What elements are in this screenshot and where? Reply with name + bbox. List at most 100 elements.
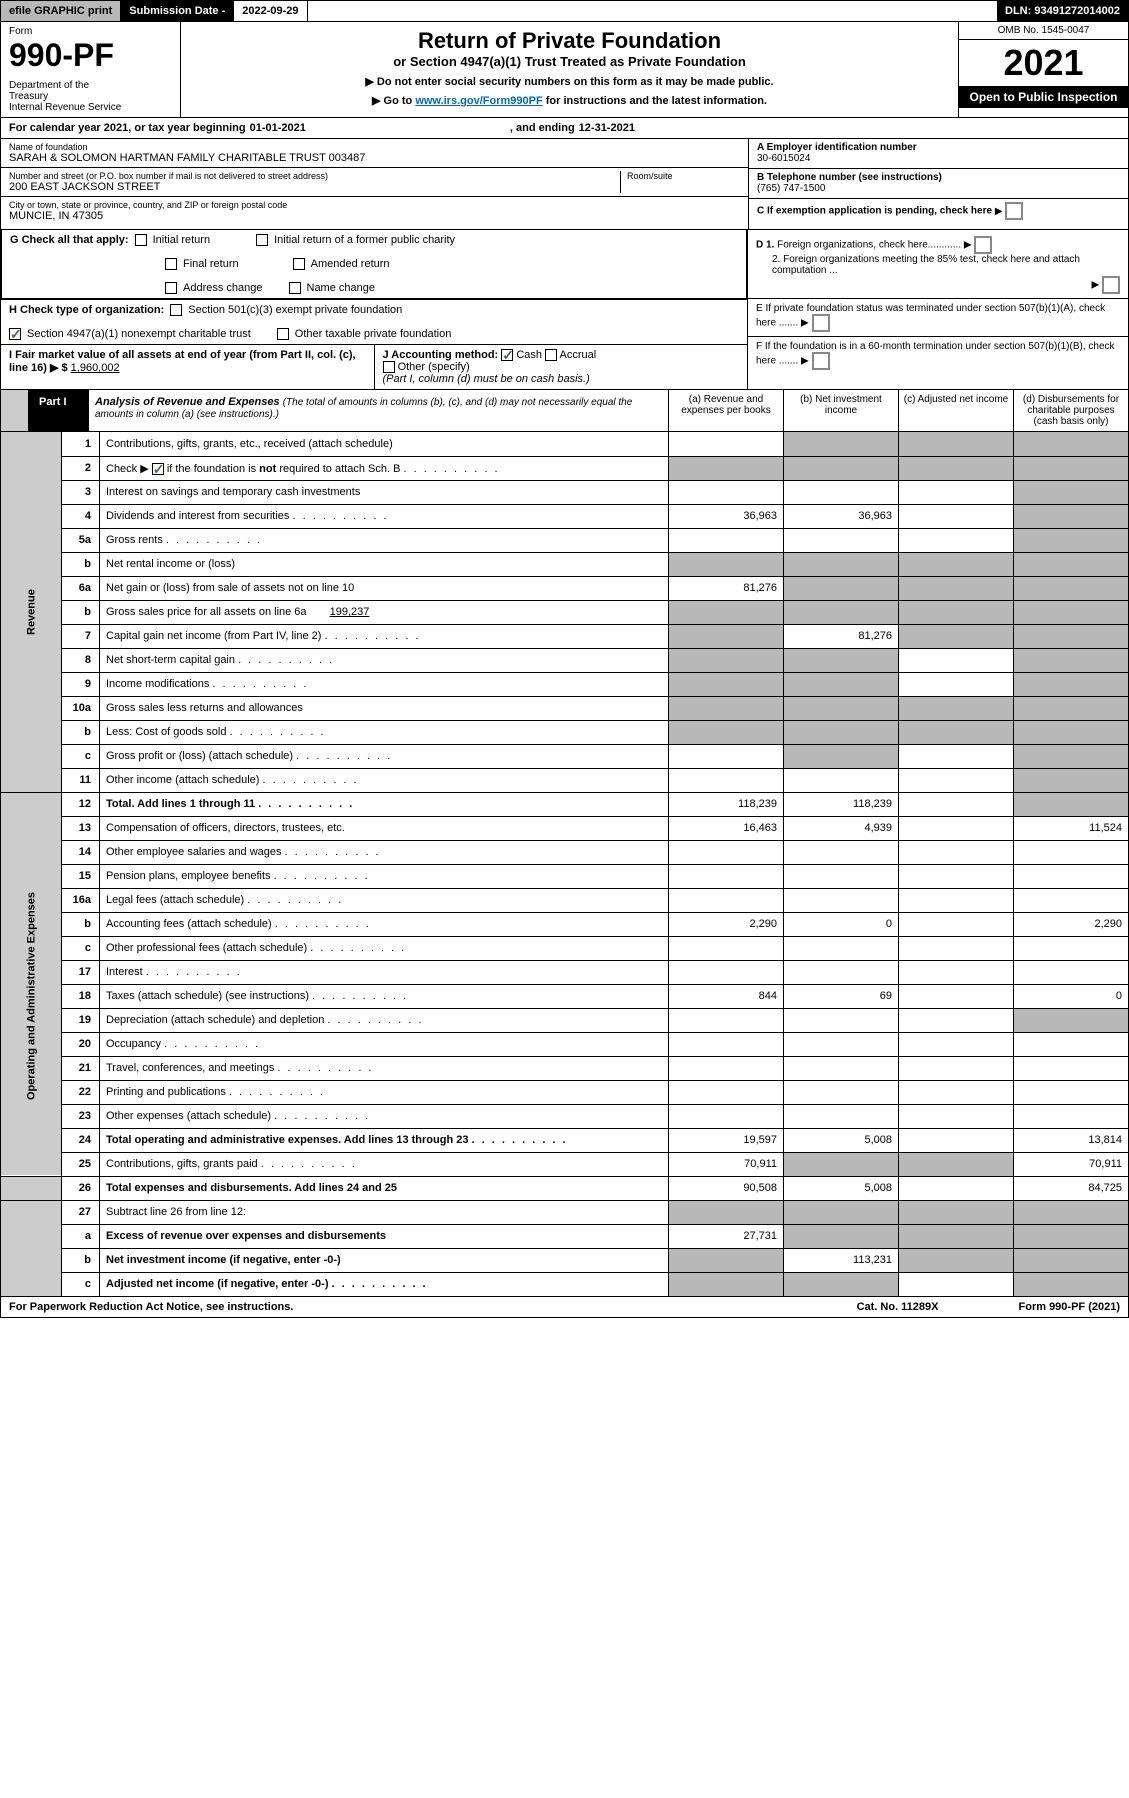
address-cell: Number and street (or P.O. box number if… (1, 168, 748, 197)
line-4: 4Dividends and interest from securities … (1, 504, 1129, 528)
sections-g-through-f: G Check all that apply: Initial return I… (0, 230, 1129, 390)
form-header: Form 990-PF Department of theTreasuryInt… (0, 22, 1129, 118)
part-1-title-cell: Analysis of Revenue and Expenses (The to… (89, 390, 668, 431)
header-right: OMB No. 1545-0047 2021 Open to Public In… (958, 22, 1128, 117)
ein-cell: A Employer identification number 30-6015… (749, 139, 1128, 169)
room-suite-label: Room/suite (627, 171, 740, 181)
accrual-checkbox[interactable] (545, 349, 557, 361)
line-9: 9Income modifications (1, 672, 1129, 696)
initial-return-checkbox[interactable] (135, 234, 147, 246)
line-24: 24Total operating and administrative exp… (1, 1128, 1129, 1152)
line-27c: cAdjusted net income (if negative, enter… (1, 1272, 1129, 1296)
street-address: 200 EAST JACKSON STREET (9, 181, 620, 193)
line-26: 26Total expenses and disbursements. Add … (1, 1176, 1129, 1200)
line-21: 21Travel, conferences, and meetings (1, 1056, 1129, 1080)
line-15: 15Pension plans, employee benefits (1, 864, 1129, 888)
line-10b: bLess: Cost of goods sold (1, 720, 1129, 744)
instr-2: ▶ Go to www.irs.gov/Form990PF for instru… (187, 94, 952, 107)
section-d2: 2. Foreign organizations meeting the 85%… (772, 254, 1120, 276)
foundation-name: SARAH & SOLOMON HARTMAN FAMILY CHARITABL… (9, 152, 740, 164)
final-return-checkbox[interactable] (165, 258, 177, 270)
line-16c: cOther professional fees (attach schedul… (1, 936, 1129, 960)
instr-1: ▶ Do not enter social security numbers o… (187, 75, 952, 88)
line-10c: cGross profit or (loss) (attach schedule… (1, 744, 1129, 768)
amended-return-checkbox[interactable] (293, 258, 305, 270)
col-c-header: (c) Adjusted net income (898, 390, 1013, 431)
efile-label[interactable]: efile GRAPHIC print (1, 1, 121, 21)
dln: DLN: 93491272014002 (997, 1, 1128, 21)
line-13: Operating and Administrative Expenses 13… (1, 816, 1129, 840)
header-center: Return of Private Foundation or Section … (181, 22, 958, 117)
line-10a: 10aGross sales less returns and allowanc… (1, 696, 1129, 720)
ein-value: 30-6015024 (757, 153, 1120, 164)
line-6a: 6aNet gain or (loss) from sale of assets… (1, 576, 1129, 600)
form-number: 990-PF (9, 37, 172, 74)
name-change-checkbox[interactable] (289, 282, 301, 294)
line-11: 11Other income (attach schedule) (1, 768, 1129, 792)
col-b-header: (b) Net investment income (783, 390, 898, 431)
exemption-checkbox[interactable] (1005, 202, 1023, 220)
line-18: 18Taxes (attach schedule) (see instructi… (1, 984, 1129, 1008)
city-state-zip: MUNCIE, IN 47305 (9, 210, 740, 222)
instructions-link[interactable]: www.irs.gov/Form990PF (415, 95, 542, 107)
form-ref: Form 990-PF (2021) (1019, 1301, 1121, 1313)
subdate-value: 2022-09-29 (234, 1, 307, 21)
line-16b: bAccounting fees (attach schedule) 2,290… (1, 912, 1129, 936)
header-left: Form 990-PF Department of theTreasuryInt… (1, 22, 181, 117)
line-6b: bGross sales price for all assets on lin… (1, 600, 1129, 624)
city-cell: City or town, state or province, country… (1, 197, 748, 225)
section-i: I Fair market value of all assets at end… (1, 345, 375, 389)
revenue-side-label: Revenue (1, 432, 62, 792)
line-7: 7Capital gain net income (from Part IV, … (1, 624, 1129, 648)
part-1-table: Revenue 1 Contributions, gifts, grants, … (0, 432, 1129, 1297)
entity-info: Name of foundation SARAH & SOLOMON HARTM… (0, 139, 1129, 230)
line-20: 20Occupancy (1, 1032, 1129, 1056)
sch-b-checkbox[interactable] (152, 463, 164, 475)
cash-checkbox[interactable] (501, 349, 513, 361)
line-17: 17Interest (1, 960, 1129, 984)
other-method-checkbox[interactable] (383, 361, 395, 373)
sections-d-e-f: D 1. Foreign organizations, check here..… (748, 230, 1128, 389)
section-c: C If exemption application is pending, c… (749, 199, 1128, 229)
address-change-checkbox[interactable] (165, 282, 177, 294)
line-27: 27Subtract line 26 from line 12: (1, 1200, 1129, 1224)
subdate-label: Submission Date - (121, 1, 234, 21)
paperwork-notice: For Paperwork Reduction Act Notice, see … (9, 1301, 293, 1313)
foundation-name-cell: Name of foundation SARAH & SOLOMON HARTM… (1, 139, 748, 168)
section-d1: D 1. Foreign organizations, check here..… (756, 236, 1120, 254)
line-23: 23Other expenses (attach schedule) (1, 1104, 1129, 1128)
section-f: F If the foundation is in a 60-month ter… (748, 336, 1128, 370)
line-27b: bNet investment income (if negative, ent… (1, 1248, 1129, 1272)
year-end: 12-31-2021 (579, 122, 635, 134)
form-subtitle: or Section 4947(a)(1) Trust Treated as P… (187, 54, 952, 69)
page-footer: For Paperwork Reduction Act Notice, see … (0, 1297, 1129, 1318)
phone-value: (765) 747-1500 (757, 183, 1120, 194)
phone-cell: B Telephone number (see instructions) (7… (749, 169, 1128, 199)
line-14: 14Other employee salaries and wages (1, 840, 1129, 864)
line-2: 2 Check ▶ if the foundation is not requi… (1, 456, 1129, 480)
expenses-side-label: Operating and Administrative Expenses (1, 816, 62, 1176)
line-19: 19Depreciation (attach schedule) and dep… (1, 1008, 1129, 1032)
part-1-header: Part I Analysis of Revenue and Expenses … (0, 390, 1129, 432)
open-to-public: Open to Public Inspection (959, 86, 1128, 108)
year-begin: 01-01-2021 (250, 122, 306, 134)
section-e: E If private foundation status was termi… (748, 298, 1128, 332)
fmv-value: 1,960,002 (71, 362, 120, 374)
part-1-label: Part I (29, 390, 89, 431)
col-d-header: (d) Disbursements for charitable purpose… (1013, 390, 1128, 431)
line-5b: bNet rental income or (loss) (1, 552, 1129, 576)
form-word: Form (9, 26, 172, 37)
calendar-year-row: For calendar year 2021, or tax year begi… (0, 118, 1129, 139)
other-taxable-checkbox[interactable] (277, 328, 289, 340)
line-22: 22Printing and publications (1, 1080, 1129, 1104)
topbar: efile GRAPHIC print Submission Date - 20… (0, 0, 1129, 22)
initial-former-checkbox[interactable] (256, 234, 268, 246)
501c3-checkbox[interactable] (170, 304, 182, 316)
omb-number: OMB No. 1545-0047 (959, 22, 1128, 40)
line-16a: 16aLegal fees (attach schedule) (1, 888, 1129, 912)
form-title: Return of Private Foundation (187, 28, 952, 54)
section-j: J Accounting method: Cash Accrual Other … (375, 345, 748, 389)
line-1: Revenue 1 Contributions, gifts, grants, … (1, 432, 1129, 456)
line-5a: 5aGross rents (1, 528, 1129, 552)
4947a1-checkbox[interactable] (9, 328, 21, 340)
